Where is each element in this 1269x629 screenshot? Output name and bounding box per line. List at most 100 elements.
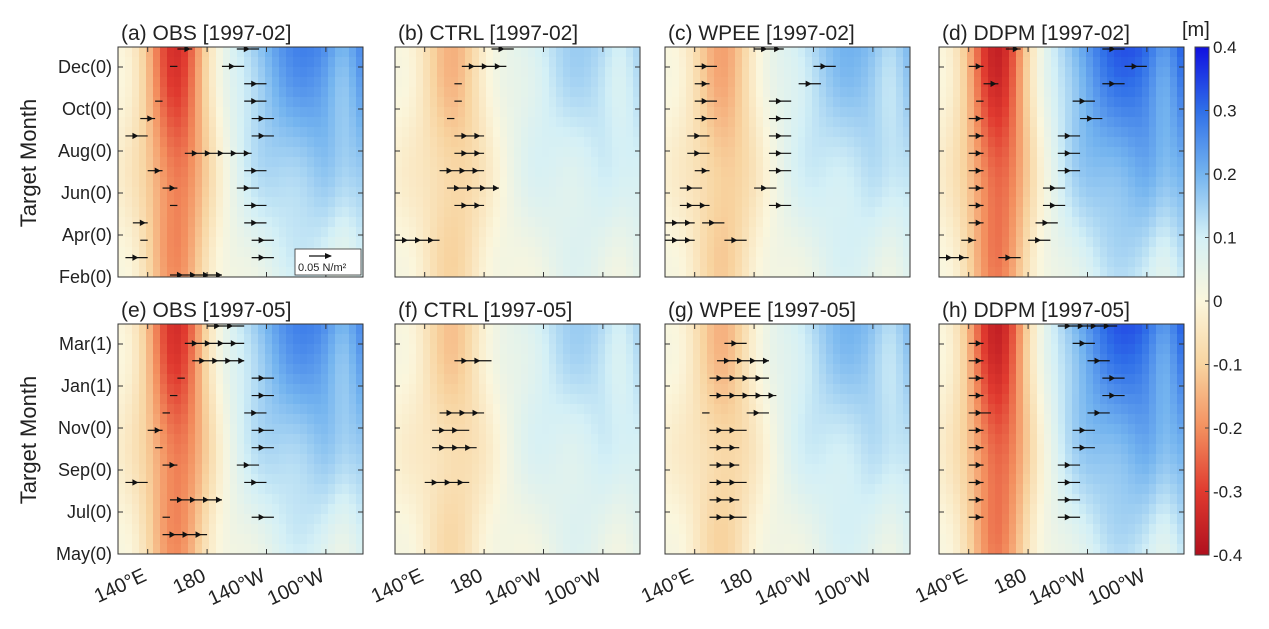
heatmap-cell (812, 187, 820, 198)
heatmap-cell (465, 207, 473, 218)
heatmap-cell (707, 257, 715, 268)
heatmap-cell (1121, 247, 1129, 258)
heatmap-cell (988, 247, 996, 258)
heatmap-cell (896, 127, 904, 138)
heatmap-cell (195, 147, 203, 158)
heatmap-cell (500, 324, 508, 335)
heatmap-cell (237, 504, 245, 515)
heatmap-cell (279, 504, 287, 515)
heatmap-cell (742, 147, 750, 158)
heatmap-cell (181, 187, 189, 198)
heatmap-cell (500, 57, 508, 68)
heatmap-cell (251, 334, 259, 345)
heatmap-cell (409, 117, 417, 128)
heatmap-cell (335, 187, 343, 198)
heatmap-cell (479, 187, 487, 198)
heatmap-cell (335, 77, 343, 88)
heatmap-cell (356, 177, 363, 188)
heatmap-cell (549, 107, 557, 118)
heatmap-cell (1037, 57, 1045, 68)
heatmap-cell (833, 157, 841, 168)
heatmap-cell (265, 404, 273, 415)
heatmap-cell (953, 177, 961, 188)
heatmap-cell (195, 177, 203, 188)
heatmap-cell (279, 157, 287, 168)
heatmap-cell (598, 57, 606, 68)
heatmap-cell (612, 454, 620, 465)
heatmap-cell (1128, 57, 1136, 68)
heatmap-cell (812, 167, 820, 178)
heatmap-cell (791, 97, 799, 108)
heatmap-cell (770, 157, 778, 168)
heatmap-cell (258, 414, 266, 425)
heatmap-cell (132, 524, 140, 535)
heatmap-cell (160, 354, 168, 365)
heatmap-cell (542, 57, 550, 68)
heatmap-cell (1030, 257, 1038, 268)
heatmap-cell (167, 57, 175, 68)
heatmap-cell (847, 157, 855, 168)
heatmap-cell (335, 87, 343, 98)
heatmap-cell (279, 454, 287, 465)
heatmap-cell (423, 464, 431, 475)
heatmap-cell (458, 97, 466, 108)
heatmap-cell (1037, 237, 1045, 248)
heatmap-cell (118, 494, 126, 505)
heatmap-cell (626, 197, 634, 208)
heatmap-cell (272, 67, 280, 78)
heatmap-cell (967, 187, 975, 198)
heatmap-cell (875, 177, 883, 188)
heatmap-cell (125, 127, 133, 138)
heatmap-cell (1037, 97, 1045, 108)
heatmap-cell (749, 117, 757, 128)
heatmap-cell (1156, 67, 1164, 78)
heatmap-cell (577, 107, 585, 118)
heatmap-cell (188, 374, 196, 385)
heatmap-cell (230, 324, 238, 335)
heatmap-cell (118, 414, 126, 425)
heatmap-cell (535, 247, 543, 258)
heatmap-cell (237, 404, 245, 415)
heatmap-cell (132, 207, 140, 218)
heatmap-cell (125, 177, 133, 188)
heatmap-cell (153, 404, 161, 415)
wind-arrow-head (251, 479, 258, 486)
heatmap-cell (188, 344, 196, 355)
heatmap-cell (395, 57, 403, 68)
heatmap-cell (244, 484, 252, 495)
heatmap-cell (500, 394, 508, 405)
heatmap-cell (167, 434, 175, 445)
heatmap-cell (665, 227, 673, 238)
heatmap-cell (188, 67, 196, 78)
heatmap-cell (1100, 197, 1108, 208)
heatmap-cell (1100, 167, 1108, 178)
heatmap-cell (1121, 237, 1129, 248)
wind-arrow-head (468, 63, 475, 70)
heatmap-cell (300, 187, 308, 198)
heatmap-cell (216, 534, 224, 545)
heatmap-cell (146, 157, 154, 168)
heatmap-cell (237, 414, 245, 425)
heatmap-cell (272, 47, 280, 58)
heatmap-cell (721, 67, 729, 78)
heatmap-cell (1058, 167, 1066, 178)
heatmap-cell (314, 207, 322, 218)
heatmap-cell (672, 97, 680, 108)
heatmap-cell (349, 524, 357, 535)
heatmap-cell (1023, 127, 1031, 138)
heatmap-cell (479, 87, 487, 98)
heatmap-cell (735, 247, 743, 258)
heatmap-cell (826, 127, 834, 138)
heatmap-cell (903, 167, 910, 178)
heatmap-cell (402, 414, 410, 425)
heatmap-cell (728, 77, 736, 88)
heatmap-cell (174, 217, 182, 228)
heatmap-cell (763, 147, 771, 158)
heatmap-cell (216, 324, 224, 335)
heatmap-cell (514, 217, 522, 228)
heatmap-cell (598, 267, 606, 277)
heatmap-cell (542, 167, 550, 178)
heatmap-cell (577, 444, 585, 455)
heatmap-cell (132, 227, 140, 238)
heatmap-cell (472, 257, 480, 268)
